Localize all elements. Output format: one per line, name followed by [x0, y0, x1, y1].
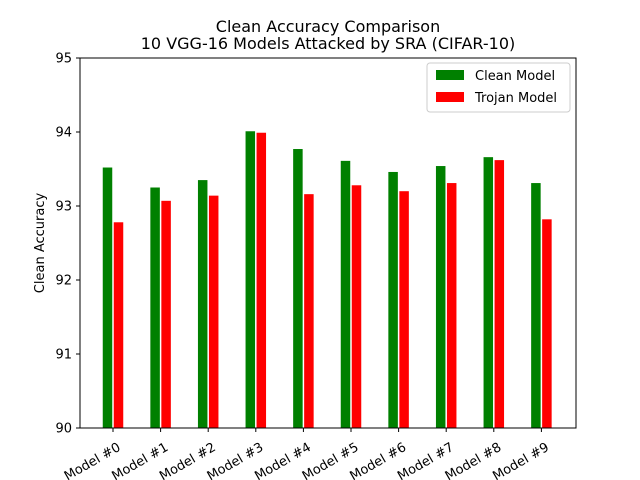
bar-trojan-model-3: [256, 132, 267, 429]
y-ticks-group: 90 91 92 93 94 95: [55, 52, 80, 437]
chart-title: Clean Accuracy Comparison: [216, 17, 440, 36]
y-tick-label: 94: [55, 126, 72, 141]
bar-clean-model-8: [483, 157, 494, 428]
bar-clean-model-6: [388, 171, 398, 428]
bars-group: [102, 131, 552, 429]
bar-trojan-model-8: [494, 160, 505, 428]
bar-clean-model-5: [340, 160, 351, 429]
bar-trojan-model-7: [446, 183, 457, 428]
bar-clean-model-4: [293, 149, 303, 428]
y-tick-label: 95: [55, 52, 72, 67]
legend-swatch-trojan: [436, 92, 464, 102]
y-tick-label: 92: [55, 274, 72, 289]
bar-clean-model-3: [245, 131, 256, 428]
bar-trojan-model-4: [304, 194, 314, 428]
bar-trojan-model-2: [208, 195, 219, 428]
bar-trojan-model-1: [161, 200, 171, 428]
y-tick-label: 90: [55, 422, 72, 437]
y-tick-label: 93: [55, 200, 72, 215]
bar-clean-model-9: [531, 183, 541, 428]
bar-trojan-model-0: [113, 222, 124, 428]
legend-label-clean: Clean Model: [475, 69, 555, 84]
bar-trojan-model-6: [399, 191, 409, 428]
bar-trojan-model-9: [542, 219, 552, 428]
legend: Clean Model Trojan Model: [426, 62, 571, 113]
bar-trojan-model-5: [351, 185, 362, 428]
bar-clean-model-2: [197, 180, 208, 428]
y-axis-label: Clean Accuracy: [33, 193, 48, 294]
bar-clean-model-0: [102, 167, 113, 428]
bar-clean-model-7: [435, 166, 446, 429]
plot-frame: [79, 57, 577, 429]
legend-label-trojan: Trojan Model: [474, 91, 557, 106]
y-tick-label: 91: [55, 348, 72, 363]
bar-clean-model-1: [150, 187, 160, 428]
legend-swatch-clean: [436, 70, 464, 80]
chart-subtitle: 10 VGG-16 Models Attacked by SRA (CIFAR-…: [141, 34, 515, 53]
